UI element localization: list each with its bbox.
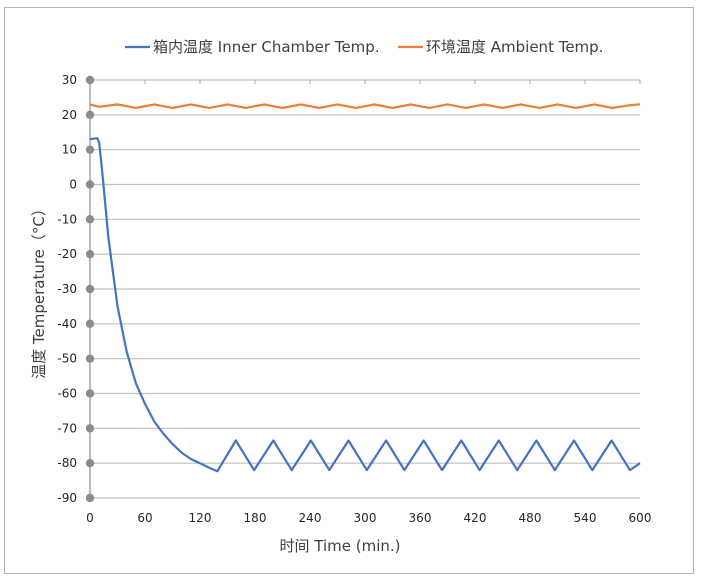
legend-ambient-label: 环境温度 Ambient Temp.: [426, 38, 603, 56]
y-axis-marker-dot: [85, 145, 95, 154]
x-tick-label: 120: [189, 511, 212, 525]
x-tick-label: 60: [137, 511, 152, 525]
inner-chamber-line: [89, 137, 641, 473]
series-lines: [89, 103, 641, 473]
y-axis-marker-dot: [85, 458, 95, 468]
y-tick-label: -90: [57, 491, 77, 505]
y-tick-label: -50: [57, 352, 77, 366]
y-tick-label: -60: [57, 387, 77, 401]
y-axis-title: 温度 Temperature（°C）: [30, 201, 48, 379]
ambient-line: [89, 103, 641, 110]
x-tick-label: 180: [244, 511, 267, 525]
y-axis-marker-dot: [85, 110, 95, 120]
x-tick-label: 480: [519, 511, 542, 525]
y-axis-marker-dot: [85, 319, 95, 329]
chart-frame: [4, 7, 694, 574]
y-axis-marker-dot: [85, 424, 95, 433]
y-axis-marker-dot: [85, 493, 95, 503]
y-axis-marker-dot: [85, 354, 95, 363]
x-tick-label: 600: [629, 511, 652, 525]
y-axis-marker-dot: [85, 215, 95, 224]
x-tick-label: 420: [464, 511, 487, 525]
y-tick-label: 0: [69, 178, 77, 192]
y-tick-label: -70: [57, 421, 77, 435]
y-tick-label: -40: [57, 317, 77, 331]
legend: 箱内温度 Inner Chamber Temp. 环境温度 Ambient Te…: [125, 38, 603, 56]
y-axis-marker-dot: [85, 180, 95, 189]
y-tick-label: -80: [57, 456, 77, 470]
y-tick-label: 30: [62, 73, 77, 87]
x-tick-label: 360: [409, 511, 432, 525]
x-tick-label: 300: [354, 511, 377, 525]
gridlines: [89, 79, 641, 499]
x-tick-label: 0: [86, 511, 94, 525]
y-axis-marker-dot: [85, 389, 95, 398]
legend-inner-label: 箱内温度 Inner Chamber Temp.: [153, 38, 380, 56]
y-tick-label: -30: [57, 282, 77, 296]
y-axis-markers: [85, 75, 95, 503]
x-tick-label: 240: [299, 511, 322, 525]
y-tick-label: -20: [57, 247, 77, 261]
y-axis-ticks: 30 20 10 0 -10 -20 -30 -40 -50 -60 -70 -80 -90: [57, 73, 77, 505]
x-axis-title: 时间 Time (min.): [279, 537, 400, 555]
y-axis-marker-dot: [85, 75, 95, 85]
y-axis-marker-dot: [85, 249, 95, 259]
y-tick-label: 20: [62, 108, 77, 122]
x-axis-ticks: 0 60 120 180 240 300 360 420 480 540 600: [86, 511, 651, 525]
y-axis-marker-dot: [85, 284, 95, 294]
y-tick-label: 10: [62, 143, 77, 157]
y-tick-label: -10: [57, 212, 77, 226]
x-tick-label: 540: [574, 511, 597, 525]
